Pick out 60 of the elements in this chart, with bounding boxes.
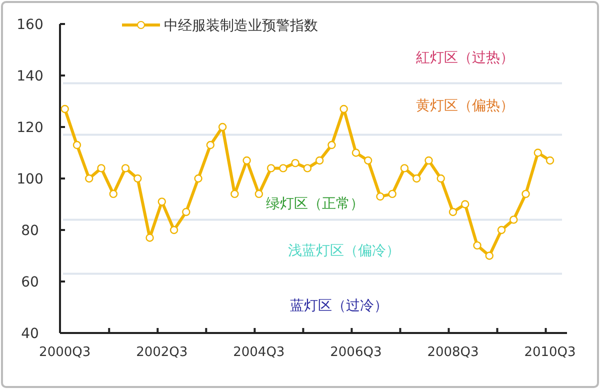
point — [510, 216, 518, 224]
point — [218, 122, 227, 132]
point — [303, 164, 312, 172]
point — [473, 241, 482, 250]
point — [266, 164, 276, 172]
annotation: 黄灯区（偏热） — [416, 98, 514, 114]
point — [182, 208, 190, 216]
point — [461, 200, 470, 208]
point — [340, 104, 348, 114]
point — [546, 156, 554, 165]
point — [72, 140, 82, 150]
y-tick-label: 120 — [16, 120, 44, 136]
point — [109, 190, 118, 198]
point — [400, 164, 409, 172]
y-tick-label: 100 — [16, 172, 44, 188]
y-tick-label: 80 — [21, 223, 39, 239]
point — [134, 174, 142, 183]
x-tick-label: 2010Q3 — [524, 345, 576, 360]
annotation: 蓝灯区（过冷） — [290, 298, 388, 314]
legend: 中经服装制造业预警指数 — [122, 18, 318, 34]
point — [522, 190, 530, 198]
point — [388, 190, 396, 198]
point — [364, 156, 372, 165]
point — [448, 208, 458, 216]
point — [60, 104, 69, 114]
x-tick-label: 2000Q3 — [39, 345, 91, 360]
x-tick-label: 2006Q3 — [330, 345, 382, 360]
point — [436, 174, 445, 183]
point — [158, 198, 166, 206]
point — [376, 192, 384, 201]
legend-label: 中经服装制造业预警指数 — [164, 18, 318, 34]
annotation: 浅蓝灯区（偏冷） — [288, 243, 400, 259]
point — [497, 226, 506, 234]
point — [85, 174, 94, 183]
point — [254, 190, 264, 198]
y-tick-label: 140 — [16, 68, 44, 84]
point — [485, 252, 494, 260]
point — [97, 164, 106, 172]
x-tick-label: 2008Q3 — [427, 345, 479, 360]
point — [170, 226, 178, 234]
annotation: 绿灯区（正常） — [266, 196, 364, 212]
annotation: 紅灯区（过热） — [416, 50, 514, 66]
point — [194, 174, 202, 183]
point — [279, 164, 288, 172]
point — [412, 174, 421, 183]
x-tick-label: 2002Q3 — [136, 345, 188, 360]
point — [315, 156, 324, 165]
point — [230, 190, 239, 198]
point — [534, 148, 542, 157]
point — [291, 158, 300, 168]
y-tick-label: 40 — [21, 326, 39, 342]
point — [424, 156, 433, 165]
point — [206, 140, 214, 150]
x-tick-label: 2004Q3 — [233, 345, 285, 360]
point — [121, 164, 130, 172]
point — [352, 148, 360, 157]
point — [146, 234, 154, 242]
y-tick-label: 160 — [16, 17, 44, 33]
y-tick-label: 60 — [21, 274, 39, 290]
point — [328, 140, 336, 150]
